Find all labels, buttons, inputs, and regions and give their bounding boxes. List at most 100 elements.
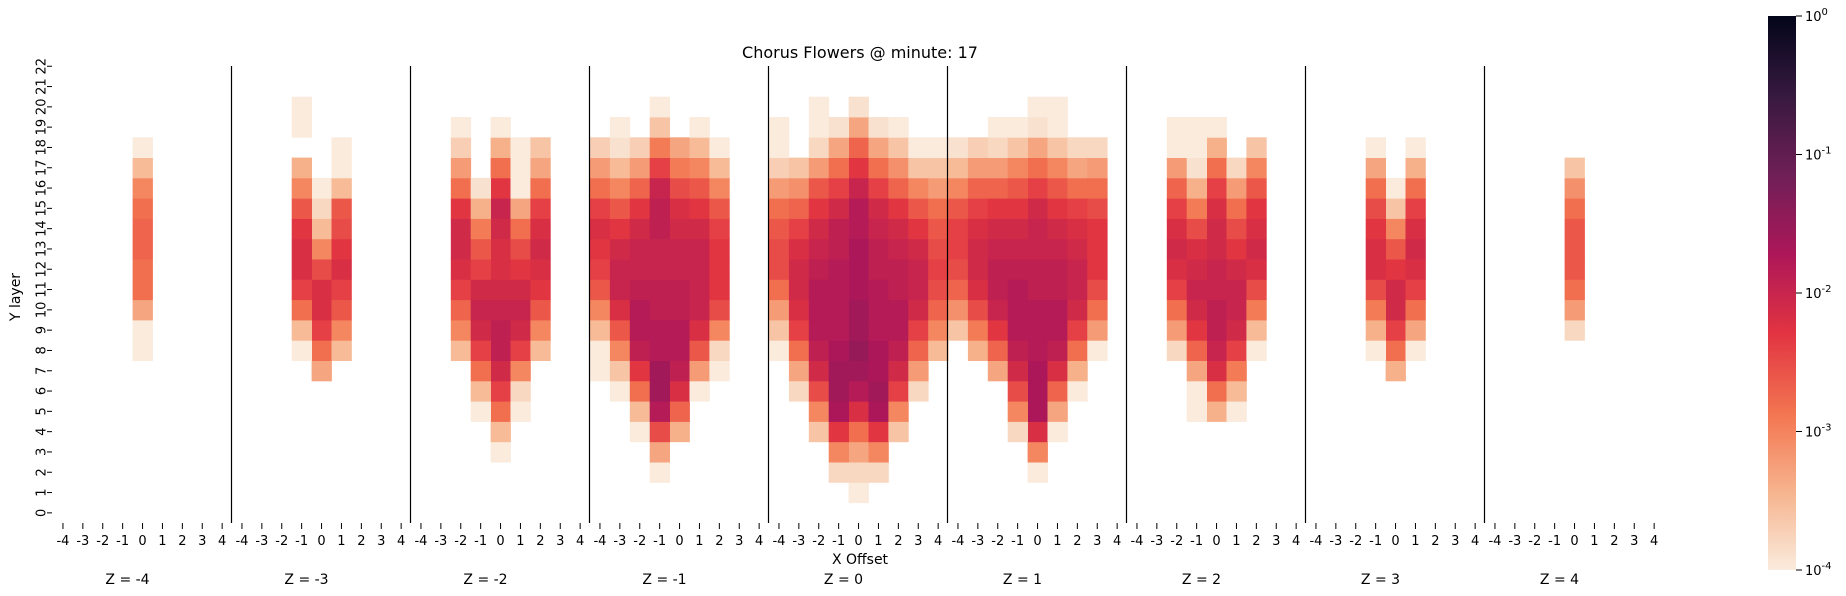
x-tick-label: 4 bbox=[1650, 534, 1658, 549]
x-tick-label: -3 bbox=[255, 534, 268, 549]
y-tick-label: 8 bbox=[35, 346, 50, 354]
heatmap-cell bbox=[649, 320, 670, 341]
panel-label: Z = -3 bbox=[284, 572, 328, 588]
heatmap-cell bbox=[1067, 259, 1088, 280]
heatmap-cell bbox=[848, 137, 869, 158]
heatmap-cell bbox=[1186, 320, 1207, 341]
heatmap-cell bbox=[928, 340, 949, 361]
heatmap-cell bbox=[470, 218, 491, 240]
heatmap-cell bbox=[1047, 259, 1068, 280]
heatmap-cell bbox=[1047, 96, 1068, 118]
heatmap-cell bbox=[1385, 360, 1406, 382]
heatmap-cell bbox=[1385, 259, 1406, 280]
heatmap-cell bbox=[590, 279, 611, 301]
x-tick-label: -4 bbox=[56, 534, 69, 549]
heatmap-cell bbox=[311, 198, 332, 219]
heatmap-cell bbox=[609, 137, 631, 158]
heatmap-cell bbox=[1007, 238, 1028, 260]
heatmap-cell bbox=[1047, 360, 1068, 382]
heatmap-cell bbox=[689, 279, 710, 301]
heatmap-cell bbox=[331, 137, 352, 158]
heatmap-cell bbox=[629, 340, 651, 361]
heatmap-cell bbox=[470, 360, 491, 382]
heatmap-cell bbox=[769, 218, 790, 240]
heatmap-cell bbox=[1206, 238, 1227, 260]
heatmap-cell bbox=[709, 198, 730, 219]
heatmap-cell bbox=[1206, 218, 1227, 240]
heatmap-cell bbox=[1007, 117, 1028, 138]
heatmap-cell bbox=[828, 117, 849, 138]
heatmap-cell bbox=[1166, 259, 1188, 280]
heatmap-cell bbox=[609, 238, 631, 260]
heatmap-cell bbox=[649, 299, 670, 321]
heatmap-cell bbox=[987, 238, 1009, 260]
heatmap-cell bbox=[1186, 360, 1207, 382]
heatmap-cell bbox=[1226, 299, 1247, 321]
y-tick-label: 21 bbox=[35, 78, 50, 95]
heatmap-cell bbox=[948, 238, 969, 260]
heatmap-cell bbox=[1067, 340, 1088, 361]
heatmap-cell bbox=[848, 320, 869, 341]
heatmap-cell bbox=[709, 279, 730, 301]
heatmap-cell bbox=[948, 218, 969, 240]
heatmap-cell bbox=[987, 137, 1009, 158]
heatmap-cell bbox=[1405, 218, 1426, 240]
heatmap-cell bbox=[291, 218, 312, 240]
y-tick-label: 1 bbox=[35, 488, 50, 496]
heatmap-cell bbox=[888, 198, 909, 219]
heatmap-cell bbox=[1385, 299, 1406, 321]
x-tick-label: 2 bbox=[1252, 534, 1260, 549]
heatmap-cell bbox=[987, 360, 1009, 382]
heatmap-cell bbox=[1027, 299, 1048, 321]
heatmap-cell bbox=[1246, 157, 1267, 179]
x-tick-label: 4 bbox=[397, 534, 405, 549]
heatmap-cell bbox=[967, 177, 989, 199]
heatmap-cell bbox=[848, 299, 869, 321]
heatmap-cell bbox=[1027, 421, 1048, 443]
heatmap-cell bbox=[1067, 279, 1088, 301]
heatmap-cell bbox=[1385, 340, 1406, 361]
heatmap-cell bbox=[590, 238, 611, 260]
heatmap-cell bbox=[331, 320, 352, 341]
heatmap-cell bbox=[689, 137, 710, 158]
x-tick-label: -3 bbox=[76, 534, 89, 549]
heatmap-cell bbox=[1067, 157, 1088, 179]
heatmap-cell bbox=[609, 177, 631, 199]
heatmap-cell bbox=[888, 320, 909, 341]
heatmap-cell bbox=[669, 279, 690, 301]
heatmap-cell bbox=[1206, 340, 1227, 361]
heatmap-cell bbox=[1226, 177, 1247, 199]
x-tick-label: 4 bbox=[1292, 534, 1300, 549]
y-tick-label: 5 bbox=[35, 407, 50, 415]
heatmap-cell bbox=[609, 218, 631, 240]
heatmap-cell bbox=[470, 401, 491, 422]
heatmap-cell bbox=[1186, 137, 1207, 158]
heatmap-cell bbox=[669, 299, 690, 321]
heatmap-cell bbox=[1186, 117, 1207, 138]
heatmap-cell bbox=[868, 177, 889, 199]
heatmap-cell bbox=[470, 299, 491, 321]
heatmap-cell bbox=[828, 421, 849, 443]
x-tick-label: -2 bbox=[633, 534, 646, 549]
heatmap-cell bbox=[709, 137, 730, 158]
heatmap-cell bbox=[291, 320, 312, 341]
heatmap-cell bbox=[629, 380, 651, 402]
colorbar-tick-label: 10-1 bbox=[1805, 146, 1832, 164]
heatmap-cell bbox=[788, 177, 810, 199]
heatmap-cell bbox=[450, 259, 472, 280]
heatmap-cell bbox=[928, 157, 949, 179]
x-tick-label: 0 bbox=[1033, 534, 1041, 549]
panel-label: Z = 3 bbox=[1361, 572, 1400, 588]
heatmap-cell bbox=[629, 320, 651, 341]
heatmap-cell bbox=[1564, 198, 1585, 219]
heatmap-cell bbox=[331, 157, 352, 179]
heatmap-cell bbox=[769, 157, 790, 179]
heatmap-cell bbox=[828, 238, 849, 260]
heatmap-cell bbox=[908, 198, 929, 219]
heatmap-cell bbox=[132, 198, 153, 219]
heatmap-cell bbox=[987, 117, 1009, 138]
heatmap-cell bbox=[649, 238, 670, 260]
heatmap-cell bbox=[629, 198, 651, 219]
heatmap-cell bbox=[769, 340, 790, 361]
